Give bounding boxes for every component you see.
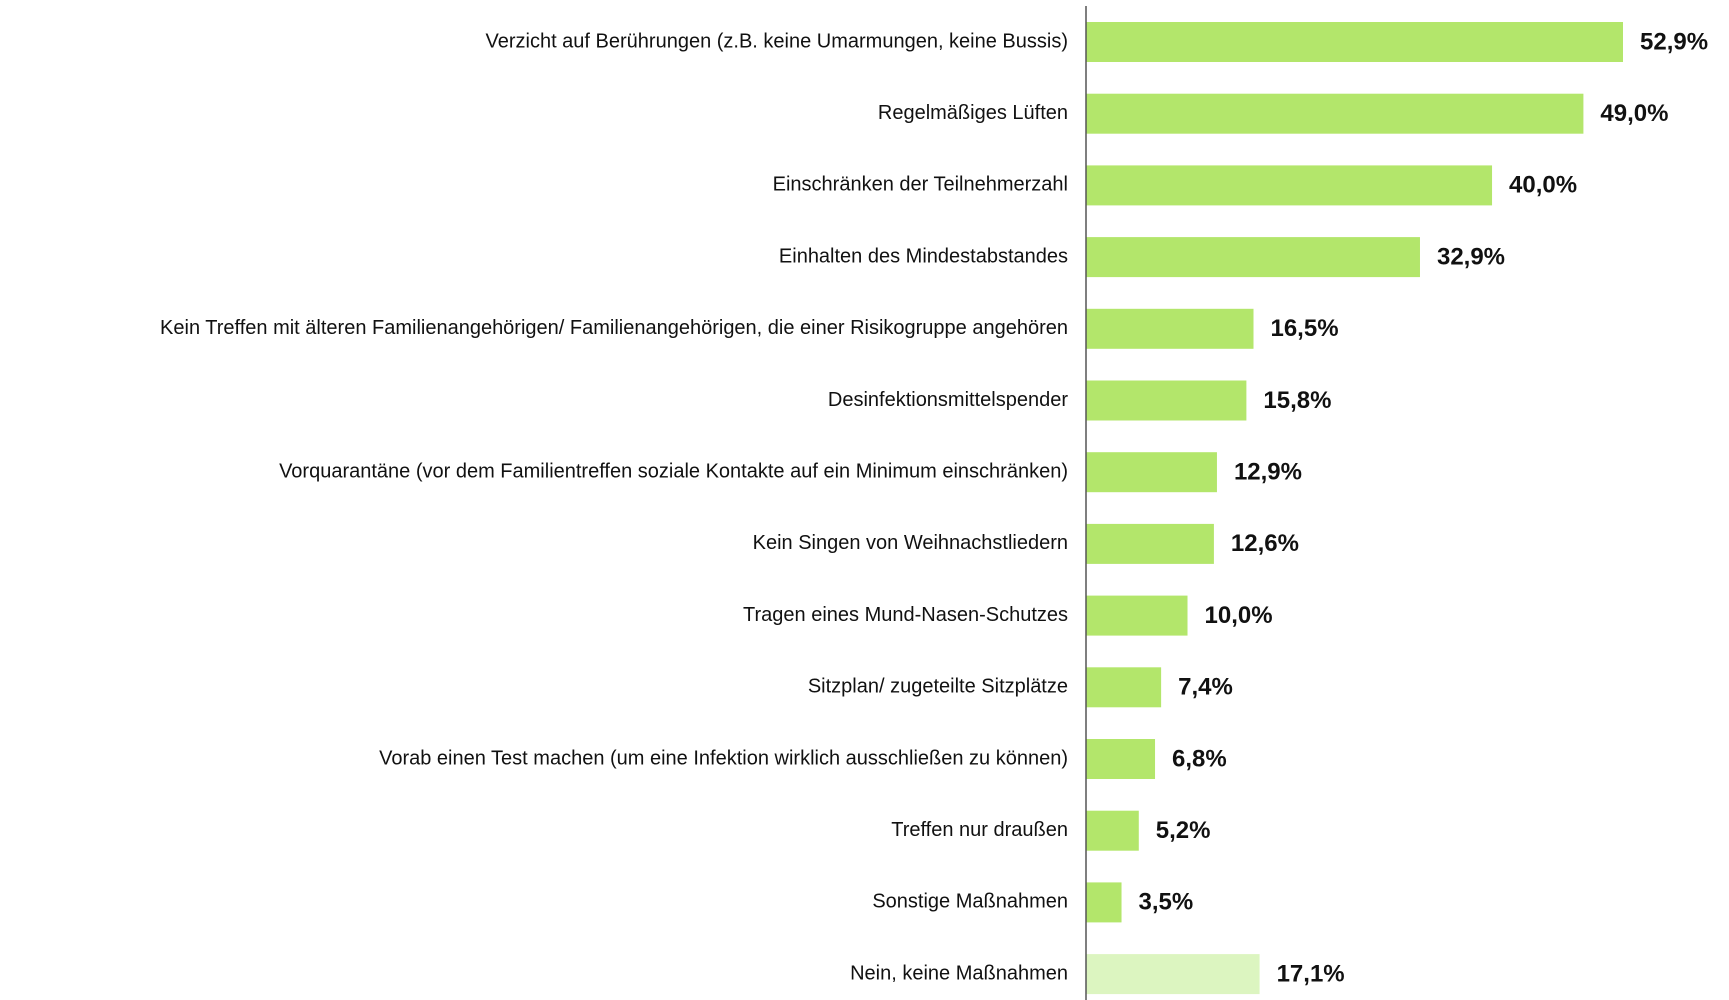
- category-label: Tragen eines Mund-Nasen-Schutzes: [743, 604, 1068, 626]
- category-label: Kein Treffen mit älteren Familienangehör…: [160, 317, 1068, 339]
- value-label: 49,0%: [1600, 100, 1668, 127]
- value-label: 6,8%: [1172, 745, 1227, 772]
- value-label: 7,4%: [1178, 674, 1233, 701]
- category-label: Vorquarantäne (vor dem Familientreffen s…: [279, 460, 1068, 482]
- bar: [1086, 237, 1420, 278]
- bar: [1086, 882, 1122, 923]
- value-label: 52,9%: [1640, 28, 1708, 55]
- value-label: 40,0%: [1509, 172, 1577, 199]
- bar: [1086, 523, 1214, 564]
- bar: [1086, 452, 1217, 493]
- value-label: 17,1%: [1277, 960, 1345, 987]
- bar: [1086, 954, 1260, 995]
- category-label: Desinfektionsmittelspender: [828, 389, 1068, 411]
- bar: [1086, 22, 1623, 62]
- category-label: Verzicht auf Berührungen (z.B. keine Uma…: [485, 30, 1068, 52]
- category-label: Nein, keine Maßnahmen: [850, 962, 1068, 984]
- value-label: 3,5%: [1139, 889, 1194, 916]
- bar: [1086, 93, 1584, 134]
- value-label: 5,2%: [1156, 817, 1211, 844]
- category-label: Einhalten des Mindestabstandes: [779, 245, 1068, 267]
- value-label: 16,5%: [1270, 315, 1338, 342]
- category-label: Sitzplan/ zugeteilte Sitzplätze: [808, 676, 1068, 698]
- bar: [1086, 595, 1188, 636]
- bar: [1086, 165, 1493, 206]
- category-label: Einschränken der Teilnehmerzahl: [773, 174, 1068, 196]
- value-label: 32,9%: [1437, 243, 1505, 270]
- bar: [1086, 739, 1156, 779]
- bar: [1086, 380, 1247, 421]
- category-label: Kein Singen von Weihnachstliedern: [753, 532, 1068, 554]
- bar: [1086, 308, 1254, 349]
- value-label: 12,6%: [1231, 530, 1299, 557]
- category-label: Treffen nur draußen: [891, 819, 1068, 841]
- category-label: Vorab einen Test machen (um eine Infekti…: [379, 747, 1068, 769]
- bar: [1086, 810, 1139, 851]
- category-label: Sonstige Maßnahmen: [872, 891, 1068, 913]
- value-label: 10,0%: [1205, 602, 1273, 629]
- value-label: 12,9%: [1234, 459, 1302, 486]
- category-label: Regelmäßiges Lüften: [878, 102, 1068, 124]
- value-label: 15,8%: [1263, 387, 1331, 414]
- bar: [1086, 667, 1162, 708]
